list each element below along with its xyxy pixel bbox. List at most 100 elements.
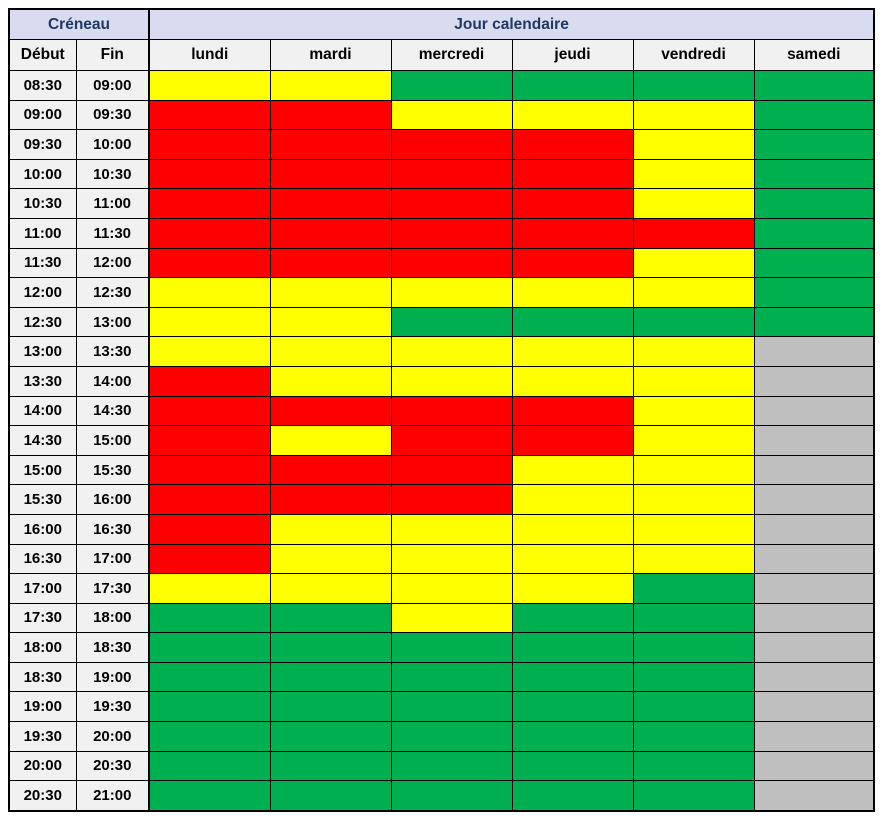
slot-cell[interactable] xyxy=(390,661,513,693)
slot-cell[interactable] xyxy=(632,158,755,190)
slot-cell[interactable] xyxy=(269,573,392,604)
slot-cell[interactable] xyxy=(390,158,513,190)
slot-cell[interactable] xyxy=(148,454,271,486)
slot-cell[interactable] xyxy=(148,306,271,338)
slot-cell[interactable] xyxy=(753,188,875,219)
slot-cell[interactable] xyxy=(753,721,875,752)
slot-cell[interactable] xyxy=(753,129,875,160)
slot-cell[interactable] xyxy=(390,425,513,456)
slot-cell[interactable] xyxy=(148,99,271,131)
slot-cell[interactable] xyxy=(511,632,634,663)
slot-cell[interactable] xyxy=(511,365,634,397)
slot-cell[interactable] xyxy=(148,602,271,634)
slot-cell[interactable] xyxy=(269,99,392,131)
slot-cell[interactable] xyxy=(390,454,513,486)
slot-cell[interactable] xyxy=(632,395,755,427)
slot-cell[interactable] xyxy=(632,513,755,545)
slot-cell[interactable] xyxy=(632,632,755,663)
slot-cell[interactable] xyxy=(753,158,875,190)
slot-cell[interactable] xyxy=(511,573,634,604)
slot-cell[interactable] xyxy=(511,661,634,693)
slot-cell[interactable] xyxy=(511,158,634,190)
slot-cell[interactable] xyxy=(269,277,392,308)
slot-cell[interactable] xyxy=(390,721,513,752)
slot-cell[interactable] xyxy=(632,661,755,693)
slot-cell[interactable] xyxy=(632,573,755,604)
slot-cell[interactable] xyxy=(269,188,392,219)
slot-cell[interactable] xyxy=(390,543,513,575)
slot-cell[interactable] xyxy=(632,543,755,575)
slot-cell[interactable] xyxy=(632,217,755,249)
slot-cell[interactable] xyxy=(269,70,392,101)
slot-cell[interactable] xyxy=(753,750,875,782)
slot-cell[interactable] xyxy=(632,454,755,486)
slot-cell[interactable] xyxy=(148,573,271,604)
slot-cell[interactable] xyxy=(269,780,392,812)
slot-cell[interactable] xyxy=(511,454,634,486)
slot-cell[interactable] xyxy=(269,129,392,160)
slot-cell[interactable] xyxy=(511,247,634,279)
slot-cell[interactable] xyxy=(632,306,755,338)
slot-cell[interactable] xyxy=(632,336,755,367)
slot-cell[interactable] xyxy=(390,99,513,131)
slot-cell[interactable] xyxy=(148,543,271,575)
slot-cell[interactable] xyxy=(753,365,875,397)
slot-cell[interactable] xyxy=(511,691,634,723)
slot-cell[interactable] xyxy=(632,750,755,782)
slot-cell[interactable] xyxy=(390,573,513,604)
slot-cell[interactable] xyxy=(269,365,392,397)
slot-cell[interactable] xyxy=(148,277,271,308)
slot-cell[interactable] xyxy=(390,632,513,663)
slot-cell[interactable] xyxy=(511,425,634,456)
slot-cell[interactable] xyxy=(269,425,392,456)
slot-cell[interactable] xyxy=(269,661,392,693)
slot-cell[interactable] xyxy=(511,277,634,308)
slot-cell[interactable] xyxy=(511,217,634,249)
slot-cell[interactable] xyxy=(632,691,755,723)
slot-cell[interactable] xyxy=(148,395,271,427)
slot-cell[interactable] xyxy=(148,661,271,693)
slot-cell[interactable] xyxy=(511,543,634,575)
slot-cell[interactable] xyxy=(148,158,271,190)
slot-cell[interactable] xyxy=(753,306,875,338)
slot-cell[interactable] xyxy=(269,217,392,249)
slot-cell[interactable] xyxy=(148,365,271,397)
slot-cell[interactable] xyxy=(390,306,513,338)
slot-cell[interactable] xyxy=(390,750,513,782)
slot-cell[interactable] xyxy=(148,336,271,367)
slot-cell[interactable] xyxy=(148,780,271,812)
slot-cell[interactable] xyxy=(632,188,755,219)
slot-cell[interactable] xyxy=(511,484,634,515)
slot-cell[interactable] xyxy=(511,99,634,131)
slot-cell[interactable] xyxy=(511,721,634,752)
slot-cell[interactable] xyxy=(511,750,634,782)
slot-cell[interactable] xyxy=(632,277,755,308)
slot-cell[interactable] xyxy=(632,425,755,456)
slot-cell[interactable] xyxy=(148,484,271,515)
slot-cell[interactable] xyxy=(390,395,513,427)
slot-cell[interactable] xyxy=(390,188,513,219)
slot-cell[interactable] xyxy=(269,336,392,367)
slot-cell[interactable] xyxy=(148,188,271,219)
slot-cell[interactable] xyxy=(632,484,755,515)
slot-cell[interactable] xyxy=(753,484,875,515)
slot-cell[interactable] xyxy=(753,454,875,486)
slot-cell[interactable] xyxy=(753,277,875,308)
slot-cell[interactable] xyxy=(269,158,392,190)
slot-cell[interactable] xyxy=(269,543,392,575)
slot-cell[interactable] xyxy=(753,247,875,279)
slot-cell[interactable] xyxy=(753,632,875,663)
slot-cell[interactable] xyxy=(390,129,513,160)
slot-cell[interactable] xyxy=(148,721,271,752)
slot-cell[interactable] xyxy=(390,780,513,812)
slot-cell[interactable] xyxy=(148,691,271,723)
slot-cell[interactable] xyxy=(753,217,875,249)
slot-cell[interactable] xyxy=(390,513,513,545)
slot-cell[interactable] xyxy=(269,454,392,486)
slot-cell[interactable] xyxy=(632,99,755,131)
slot-cell[interactable] xyxy=(511,780,634,812)
slot-cell[interactable] xyxy=(269,632,392,663)
slot-cell[interactable] xyxy=(632,602,755,634)
slot-cell[interactable] xyxy=(390,365,513,397)
slot-cell[interactable] xyxy=(511,395,634,427)
